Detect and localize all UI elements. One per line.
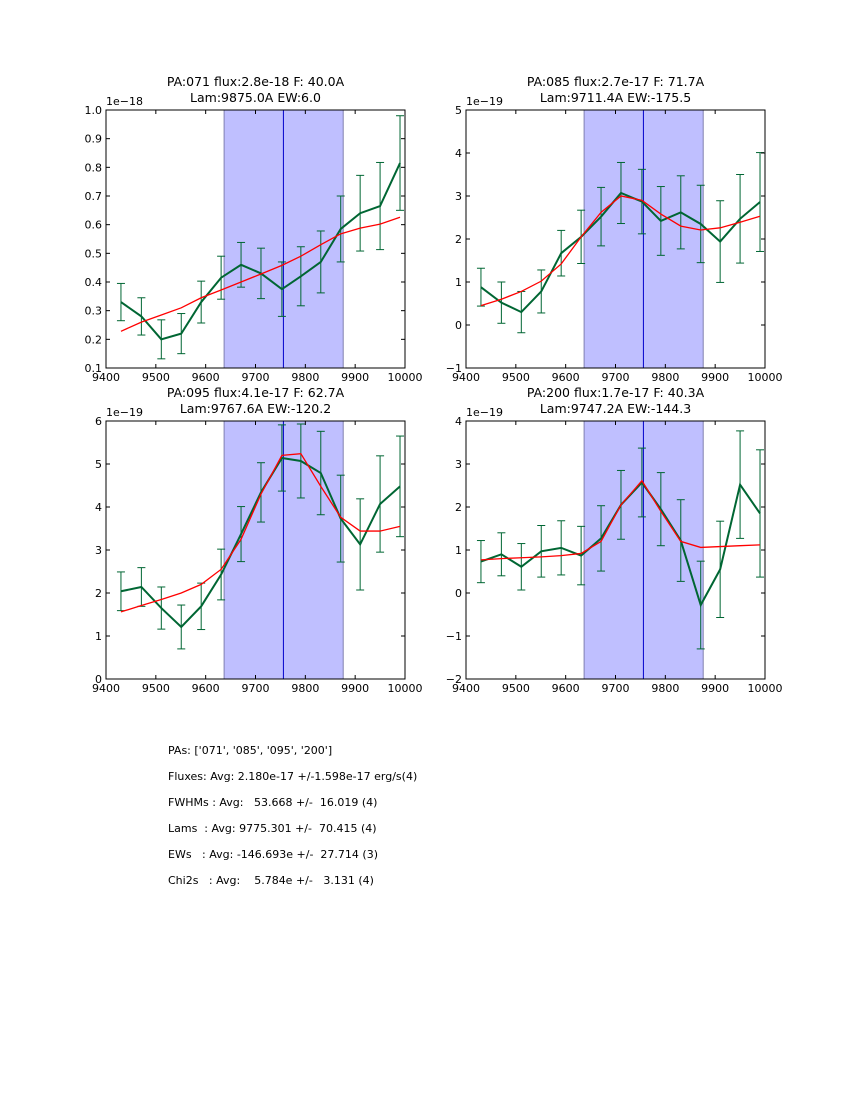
subplot-3: PA:095 flux:4.1e-17 F: 62.7ALam:9767.6A … xyxy=(92,385,423,695)
y-tick-label: −1 xyxy=(446,630,462,643)
y-offset-label: 1e−19 xyxy=(106,406,143,419)
x-tick-label: 9700 xyxy=(242,682,270,695)
y-tick-label: 3 xyxy=(455,190,462,203)
y-tick-label: 4 xyxy=(455,147,462,160)
x-tick-label: 9700 xyxy=(602,682,630,695)
x-tick-label: 10000 xyxy=(748,682,783,695)
x-tick-label: 9400 xyxy=(92,371,120,384)
x-tick-label: 9700 xyxy=(242,371,270,384)
x-tick-label: 9600 xyxy=(192,682,220,695)
x-tick-label: 9500 xyxy=(502,682,530,695)
stats-pas: PAs: ['071', '085', '095', '200'] xyxy=(168,744,333,757)
subplot-title-line: PA:085 flux:2.7e-17 F: 71.7A xyxy=(527,74,705,89)
y-offset-label: 1e−19 xyxy=(466,406,503,419)
x-tick-label: 9400 xyxy=(452,682,480,695)
x-tick-label: 9800 xyxy=(291,371,319,384)
y-tick-label: 0.6 xyxy=(85,219,103,232)
data-series-line xyxy=(120,456,401,629)
y-tick-label: 6 xyxy=(95,415,102,428)
y-tick-label: 0.8 xyxy=(85,161,103,174)
x-tick-label: 9500 xyxy=(142,682,170,695)
x-tick-label: 9800 xyxy=(291,682,319,695)
stats-fluxes: Fluxes: Avg: 2.180e-17 +/-1.598e-17 erg/… xyxy=(168,770,418,783)
fit-series-line xyxy=(120,216,401,332)
y-tick-label: 5 xyxy=(95,458,102,471)
x-tick-label: 10000 xyxy=(388,371,423,384)
y-tick-label: 0.5 xyxy=(85,247,103,260)
y-tick-label: 0.3 xyxy=(85,305,103,318)
x-tick-label: 9800 xyxy=(651,371,679,384)
y-tick-label: 1 xyxy=(95,630,102,643)
y-tick-label: 1 xyxy=(455,544,462,557)
x-tick-label: 9600 xyxy=(192,371,220,384)
y-tick-label: 0.9 xyxy=(85,133,103,146)
x-tick-label: 10000 xyxy=(748,371,783,384)
stats-fwhms: FWHMs : Avg: 53.668 +/- 16.019 (4) xyxy=(168,796,378,809)
y-tick-label: −2 xyxy=(446,673,462,686)
x-tick-label: 9900 xyxy=(341,682,369,695)
x-tick-label: 9700 xyxy=(602,371,630,384)
subplot-title-line: PA:200 flux:1.7e-17 F: 40.3A xyxy=(527,385,705,400)
y-tick-label: 0.7 xyxy=(85,190,103,203)
x-tick-label: 9400 xyxy=(452,371,480,384)
subplot-title-line: PA:095 flux:4.1e-17 F: 62.7A xyxy=(167,385,345,400)
stats-chi2s: Chi2s : Avg: 5.784e +/- 3.131 (4) xyxy=(168,874,374,887)
x-tick-label: 10000 xyxy=(388,682,423,695)
subplot-title-line: Lam:9747.2A EW:-144.3 xyxy=(540,401,691,416)
x-tick-label: 9400 xyxy=(92,682,120,695)
stats-lams: Lams : Avg: 9775.301 +/- 70.415 (4) xyxy=(168,822,377,835)
y-tick-label: −1 xyxy=(446,362,462,375)
y-tick-label: 3 xyxy=(455,458,462,471)
subplot-title-line: Lam:9767.6A EW:-120.2 xyxy=(180,401,331,416)
y-tick-label: 3 xyxy=(95,544,102,557)
stats-ews: EWs : Avg: -146.693e +/- 27.714 (3) xyxy=(168,848,378,861)
y-offset-label: 1e−18 xyxy=(106,95,143,108)
subplot-2: PA:085 flux:2.7e-17 F: 71.7ALam:9711.4A … xyxy=(446,74,783,384)
subplot-title-line: PA:071 flux:2.8e-18 F: 40.0A xyxy=(167,74,345,89)
y-tick-label: 0.4 xyxy=(85,276,103,289)
y-tick-label: 1 xyxy=(455,276,462,289)
subplot-1: PA:071 flux:2.8e-18 F: 40.0ALam:9875.0A … xyxy=(85,74,423,384)
y-tick-label: 0 xyxy=(455,587,462,600)
y-tick-label: 0 xyxy=(455,319,462,332)
summary-stats: PAs: ['071', '085', '095', '200'] Fluxes… xyxy=(168,744,417,900)
x-tick-label: 9500 xyxy=(142,371,170,384)
y-tick-label: 1.0 xyxy=(85,104,103,117)
y-tick-label: 5 xyxy=(455,104,462,117)
x-tick-label: 9500 xyxy=(502,371,530,384)
subplot-4: PA:200 flux:1.7e-17 F: 40.3ALam:9747.2A … xyxy=(446,385,783,695)
subplot-title-line: Lam:9875.0A EW:6.0 xyxy=(190,90,321,105)
y-tick-label: 2 xyxy=(455,233,462,246)
fit-series-line xyxy=(480,479,761,561)
x-tick-label: 9900 xyxy=(701,371,729,384)
x-tick-label: 9600 xyxy=(552,371,580,384)
x-tick-label: 9900 xyxy=(701,682,729,695)
y-tick-label: 0.1 xyxy=(85,362,103,375)
y-offset-label: 1e−19 xyxy=(466,95,503,108)
x-tick-label: 9900 xyxy=(341,371,369,384)
y-tick-label: 2 xyxy=(455,501,462,514)
x-tick-label: 9600 xyxy=(552,682,580,695)
subplot-title-line: Lam:9711.4A EW:-175.5 xyxy=(540,90,691,105)
y-tick-label: 0.2 xyxy=(85,333,103,346)
x-tick-label: 9800 xyxy=(651,682,679,695)
data-series-line xyxy=(480,191,761,314)
y-tick-label: 2 xyxy=(95,587,102,600)
fit-series-line xyxy=(480,195,761,307)
y-tick-label: 4 xyxy=(95,501,102,514)
y-tick-label: 4 xyxy=(455,415,462,428)
fit-series-line xyxy=(120,452,401,613)
y-tick-label: 0 xyxy=(95,673,102,686)
